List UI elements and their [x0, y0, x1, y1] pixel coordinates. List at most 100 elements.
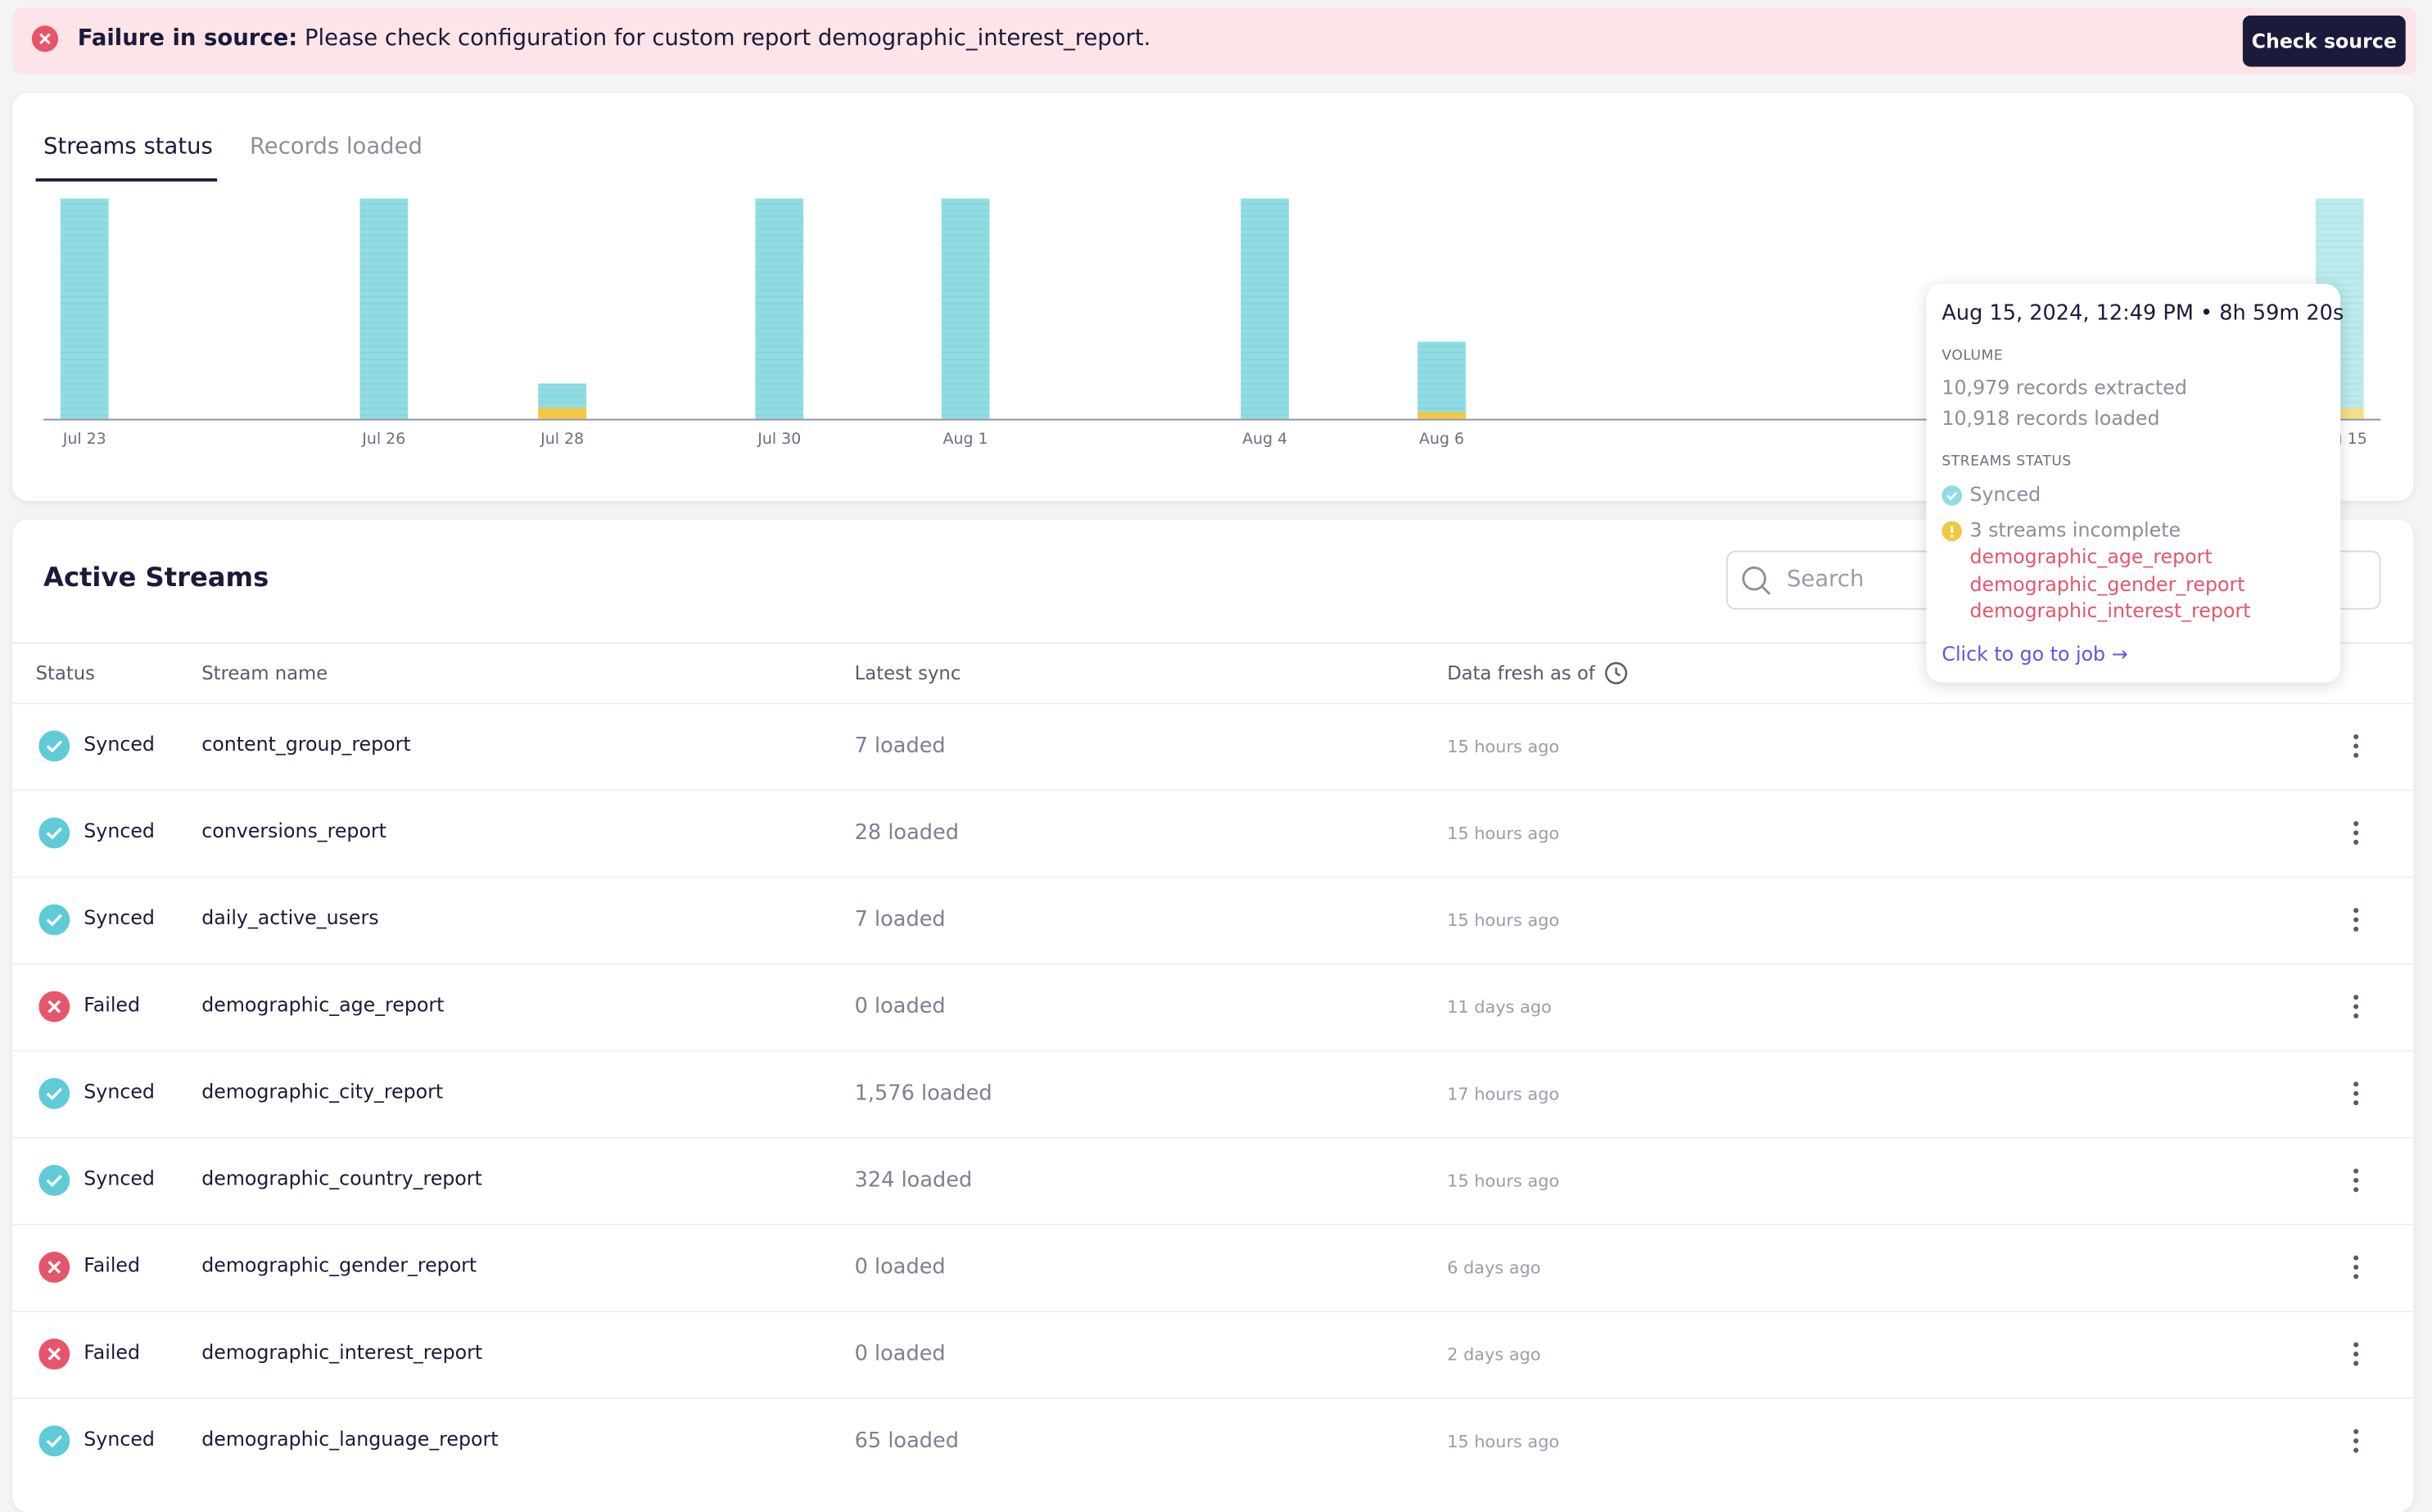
status-icon	[38, 1338, 70, 1370]
column-header: Stream name	[201, 662, 328, 684]
row-divider	[12, 876, 2414, 878]
tooltip-text: Synced	[1969, 482, 2041, 506]
data-fresh: 6 days ago	[1447, 1257, 1541, 1279]
row-menu[interactable]	[2348, 993, 2364, 1027]
incomplete-stream: demographic_gender_report	[1969, 572, 2245, 596]
column-header: Data fresh as of	[1447, 662, 1595, 684]
row-divider	[12, 1136, 2414, 1139]
bar-texture	[359, 198, 409, 419]
status-icon	[38, 730, 70, 762]
status-text: Synced	[84, 819, 155, 842]
banner-text: Failure in source: Please check configur…	[78, 26, 1151, 51]
column-header: Latest sync	[854, 662, 961, 684]
tooltip: Aug 15, 2024, 12:49 PM • 8h 59m 20s VOLU…	[1926, 283, 2344, 683]
bar-incomplete	[538, 408, 586, 419]
data-fresh: 2 days ago	[1447, 1344, 1541, 1365]
row-menu[interactable]	[2348, 732, 2364, 766]
status-text: Synced	[84, 1166, 155, 1190]
error-icon	[31, 25, 59, 52]
incomplete-stream: demographic_age_report	[1969, 544, 2213, 568]
status-text: Failed	[84, 1252, 141, 1277]
bar-texture	[538, 383, 586, 408]
data-fresh: 17 hours ago	[1447, 1084, 1560, 1105]
streams-card: Active Streams Search Status Stream name L…	[12, 519, 2414, 1512]
row-divider	[12, 789, 2414, 792]
x-tick-label: Aug 1	[943, 430, 988, 448]
x-tick-label: Jul 23	[62, 430, 106, 448]
incomplete-stream: demographic_interest_report	[1969, 598, 2251, 622]
latest-sync: 0 loaded	[854, 1341, 946, 1367]
bar-incomplete	[1417, 412, 1466, 419]
tooltip-heading: STREAMS STATUS	[1942, 454, 2072, 471]
banner-message: Please check configuration for custom re…	[304, 26, 1151, 52]
tab-active[interactable]: Streams status	[43, 134, 213, 160]
bar-texture	[941, 198, 990, 419]
status-text: Failed	[84, 1340, 141, 1364]
status-icon	[38, 904, 70, 936]
tooltip-heading: VOLUME	[1942, 349, 2004, 365]
bar-texture	[60, 198, 109, 419]
data-fresh: 11 days ago	[1447, 997, 1552, 1018]
tab[interactable]: Records loaded	[249, 134, 423, 160]
stream-name: demographic_gender_report	[201, 1252, 477, 1277]
bar-texture	[755, 198, 804, 419]
check-source-button[interactable]: Check source	[2242, 15, 2406, 67]
row-menu[interactable]	[2348, 1340, 2364, 1374]
stream-name: content_group_report	[201, 732, 411, 756]
latest-sync: 0 loaded	[854, 1254, 946, 1280]
tooltip-text: 10,979 records extracted	[1942, 375, 2187, 399]
row-divider	[12, 1311, 2414, 1312]
stream-name: demographic_interest_report	[201, 1340, 483, 1364]
status-text: Synced	[84, 1427, 155, 1451]
status-icon	[38, 1164, 70, 1196]
section-title: Active Streams	[43, 562, 269, 594]
tooltip-text: 10,918 records loaded	[1942, 406, 2160, 430]
x-tick-label: Jul 30	[757, 430, 801, 448]
search-icon	[1742, 566, 1771, 595]
data-fresh: 15 hours ago	[1447, 1431, 1560, 1452]
stream-name: demographic_country_report	[201, 1166, 482, 1190]
latest-sync: 28 loaded	[854, 820, 959, 846]
stream-name: daily_active_users	[201, 905, 379, 929]
search-placeholder: Search	[1787, 567, 1865, 593]
clock-icon	[1603, 661, 1628, 692]
row-menu[interactable]	[2348, 1167, 2364, 1201]
x-tick-label: Aug 4	[1242, 430, 1287, 448]
row-menu[interactable]	[2348, 906, 2364, 941]
latest-sync: 7 loaded	[854, 733, 946, 759]
row-divider	[12, 702, 2414, 705]
latest-sync: 65 loaded	[854, 1429, 959, 1454]
status-icon	[38, 817, 70, 849]
status-icon	[38, 1425, 70, 1457]
row-divider	[12, 963, 2414, 965]
tab-underline	[35, 178, 218, 182]
row-menu[interactable]	[2348, 1253, 2364, 1288]
status-icon	[38, 991, 70, 1022]
x-tick-label: Aug 6	[1419, 430, 1464, 448]
row-divider	[12, 1049, 2414, 1052]
status-icon	[38, 1252, 70, 1283]
data-fresh: 15 hours ago	[1447, 910, 1560, 931]
row-menu[interactable]	[2348, 1427, 2364, 1461]
tooltip-date: Aug 15, 2024, 12:49 PM • 8h 59m 20s	[1942, 300, 2344, 326]
status-text: Synced	[84, 1079, 155, 1104]
row-menu[interactable]	[2348, 819, 2364, 853]
latest-sync: 1,576 loaded	[854, 1081, 992, 1106]
banner-title: Failure in source:	[77, 26, 298, 52]
status-icon	[38, 1077, 70, 1109]
job-link[interactable]: Click to go to job →	[1942, 642, 2128, 666]
stream-name: demographic_age_report	[201, 992, 445, 1017]
warning-icon	[1942, 521, 1963, 542]
bar-texture	[1417, 341, 1466, 413]
x-tick-label: Jul 26	[361, 430, 405, 448]
stream-name: demographic_language_report	[201, 1427, 499, 1451]
status-text: Synced	[84, 905, 155, 929]
synced-icon	[1942, 485, 1963, 506]
row-menu[interactable]	[2348, 1080, 2364, 1114]
status-text: Failed	[84, 992, 141, 1017]
row-divider	[12, 1397, 2414, 1400]
data-fresh: 15 hours ago	[1447, 1171, 1560, 1192]
